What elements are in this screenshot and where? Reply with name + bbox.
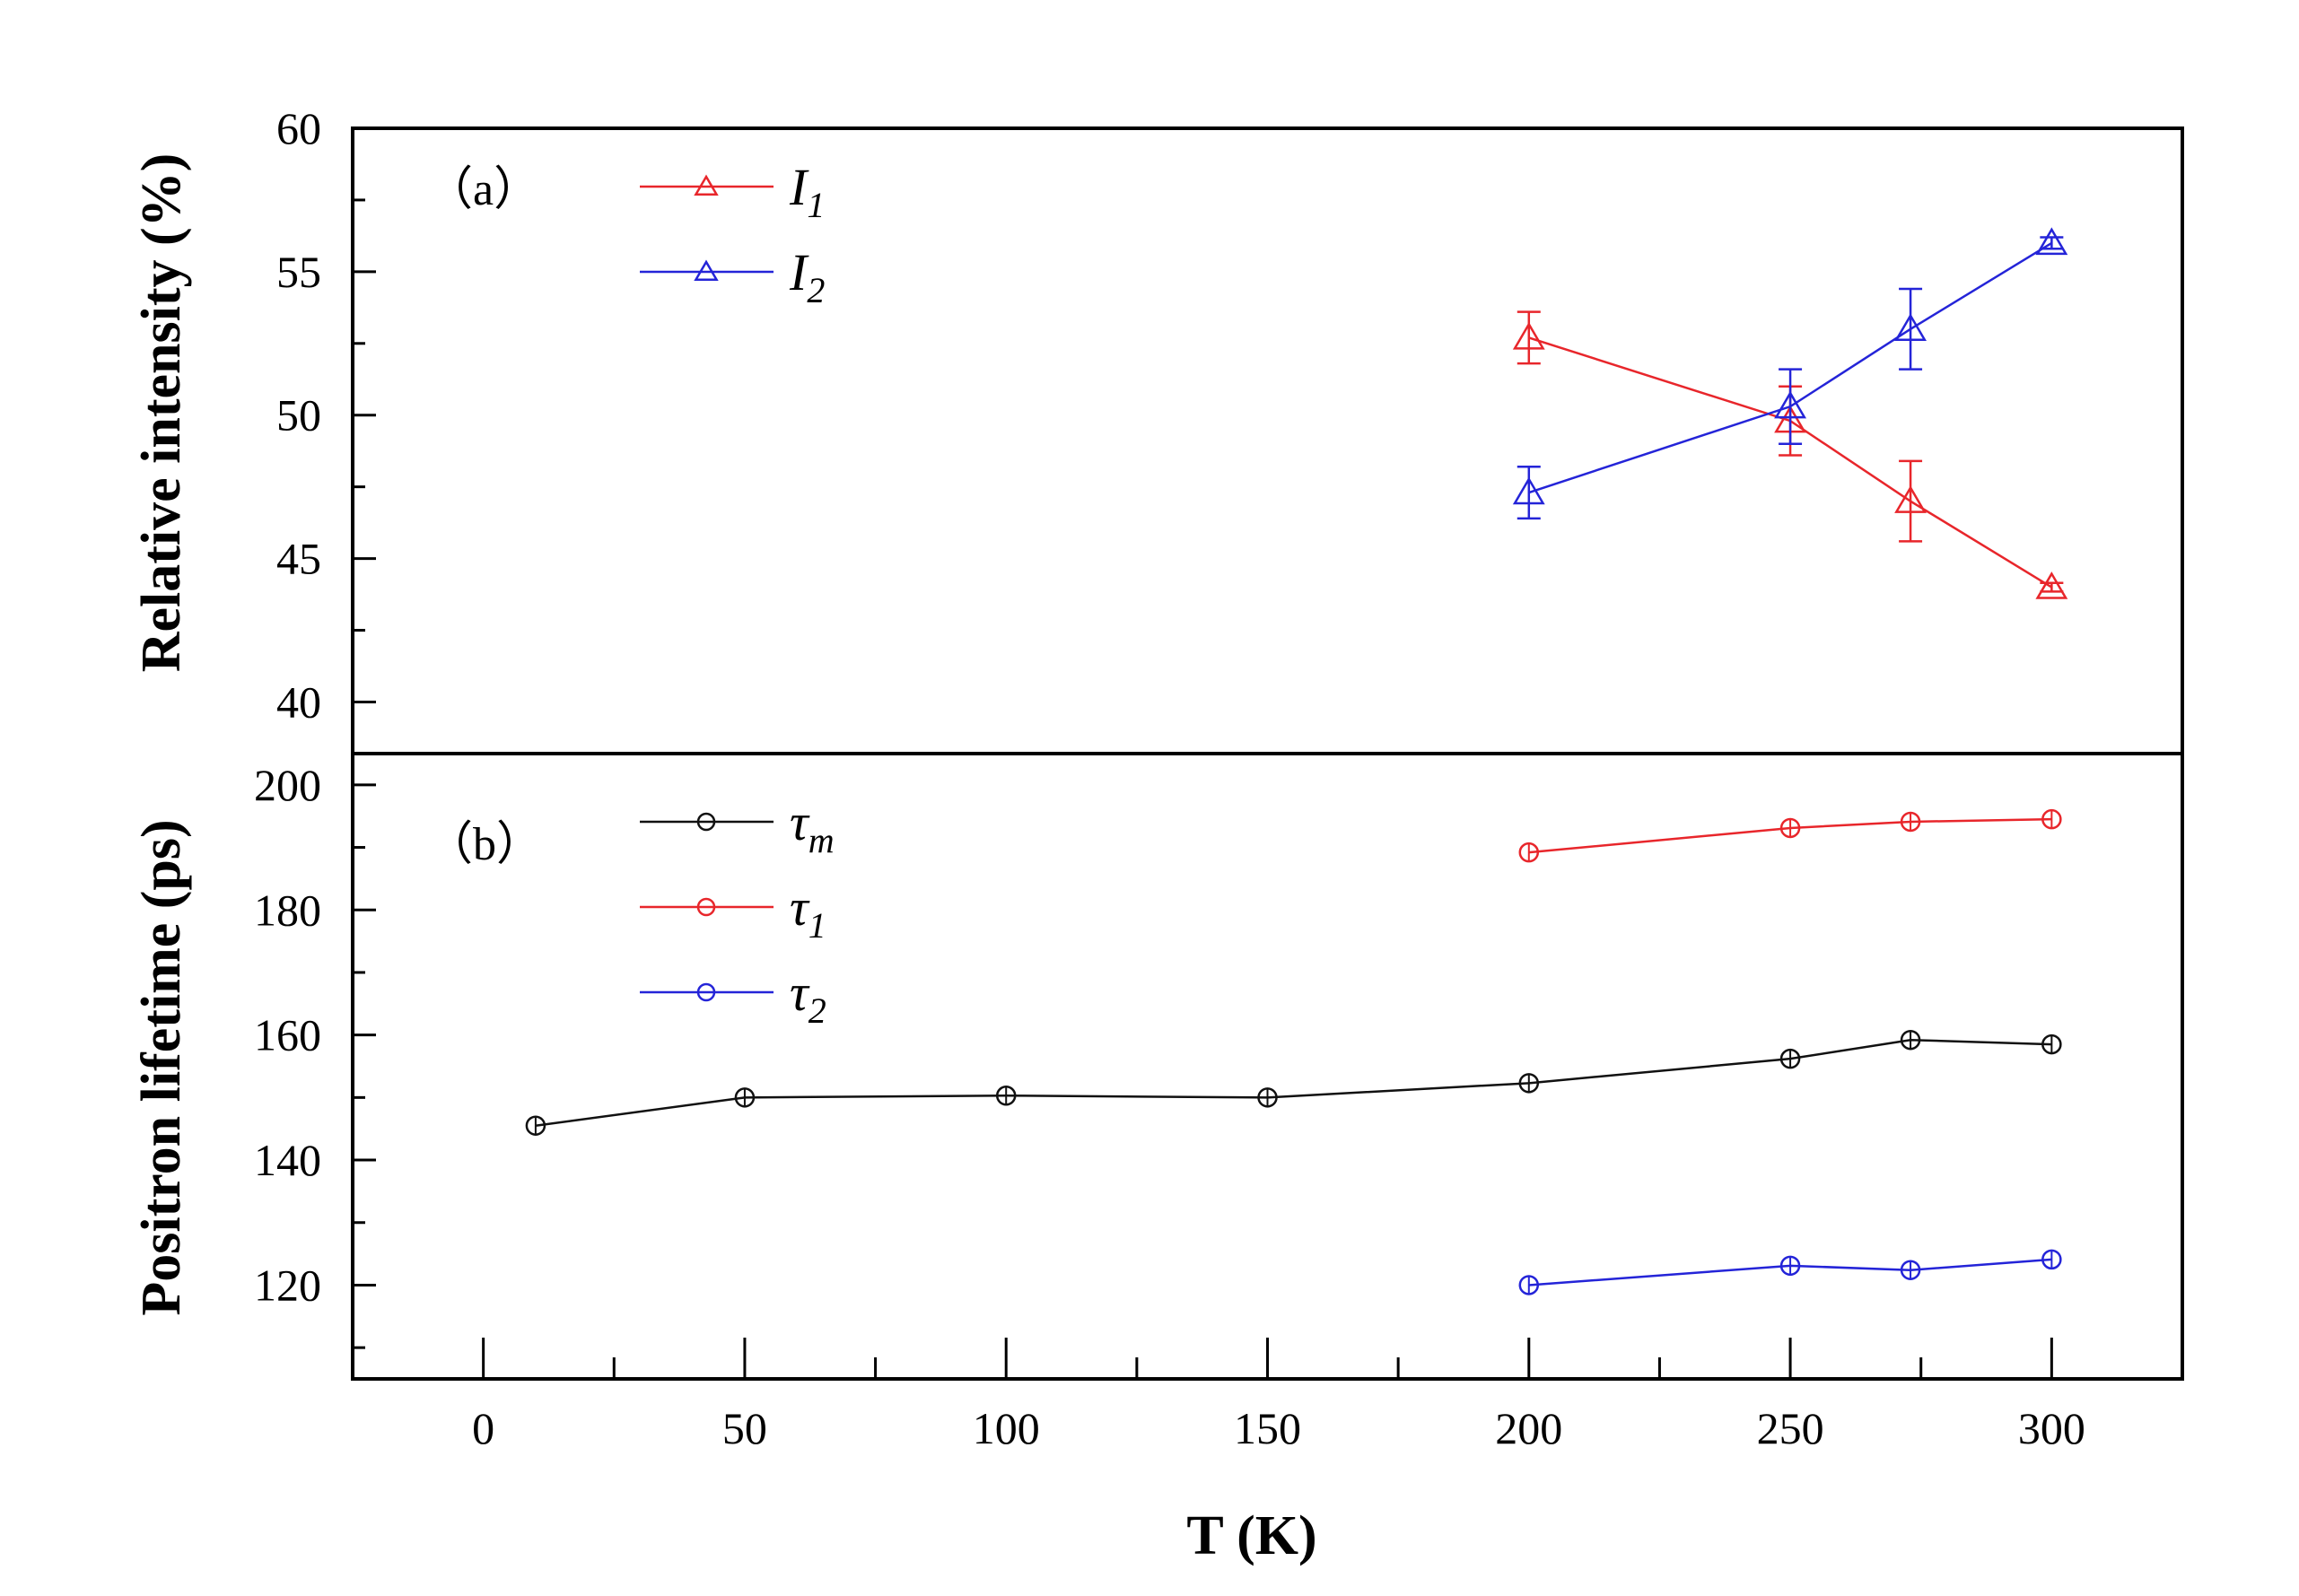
x-ticks xyxy=(482,1338,2053,1379)
panel-a-label: （a） xyxy=(426,164,540,215)
x-tick-label: 250 xyxy=(1757,1403,1824,1453)
panel-a-y-tick-label: 50 xyxy=(276,390,321,440)
error-bar xyxy=(1517,466,1541,520)
data-point xyxy=(1900,1260,1921,1280)
series-line xyxy=(1528,1258,2052,1286)
panel-b-y-axis-title: Positron lifetime (ps) xyxy=(131,819,192,1315)
series-taum xyxy=(525,1029,2062,1136)
error-bar xyxy=(1517,310,1541,365)
data-point xyxy=(2035,227,2068,256)
x-tick-label: 150 xyxy=(1234,1403,1301,1453)
panel-a-y-ticks xyxy=(353,126,376,703)
data-point xyxy=(1894,313,1927,342)
data-point xyxy=(1900,1029,1921,1051)
legend-label: τ1 xyxy=(790,878,826,946)
series-line xyxy=(1528,336,2053,589)
data-point xyxy=(1900,811,1921,833)
panel-a-y-tick-labels: 40 45 50 55 60 xyxy=(276,103,321,727)
legend-label: τ2 xyxy=(790,964,826,1031)
panel-a-y-axis-title: Relative intensity (%) xyxy=(131,153,192,673)
data-point xyxy=(1257,1087,1278,1108)
panel-b-label: （b） xyxy=(426,819,543,870)
error-bar xyxy=(1899,459,1923,543)
error-bar xyxy=(2040,581,2064,593)
x-tick-label: 200 xyxy=(1495,1403,1562,1453)
legend-marker xyxy=(694,259,719,282)
panel-a-y-tick-label: 40 xyxy=(276,676,321,727)
data-point xyxy=(995,1086,1017,1106)
panel-a-series xyxy=(1512,227,2068,599)
panel-b-y-tick-labels: 120 140 160 180 200 xyxy=(254,760,321,1311)
data-point xyxy=(1512,476,1545,505)
error-bar xyxy=(2040,236,2064,250)
panel-a-y-tick-label: 45 xyxy=(276,534,321,584)
data-point xyxy=(525,1115,546,1136)
series-line xyxy=(1528,817,2052,854)
panel-b-y-tick-label: 120 xyxy=(254,1260,321,1310)
legend-entry-I2: I2 xyxy=(640,243,825,310)
series-line xyxy=(1528,241,2053,494)
panel-b: 120 140 160 180 200 0 50 100 150 200 250 300 （b） τ… xyxy=(131,752,2184,1566)
data-point xyxy=(1779,1048,1801,1069)
data-point xyxy=(2035,571,2068,599)
x-tick-label: 50 xyxy=(722,1403,767,1453)
series-I2 xyxy=(1512,227,2068,520)
legend-marker xyxy=(694,174,719,196)
panel-b-legend: τm τ1 τ2 xyxy=(640,793,835,1031)
panel-a-y-tick-label: 55 xyxy=(276,247,321,297)
data-point xyxy=(2041,1033,2062,1055)
data-point xyxy=(1779,1255,1801,1277)
panel-b-series xyxy=(525,808,2062,1295)
legend-marker xyxy=(696,982,716,1002)
data-point xyxy=(1518,1275,1540,1295)
data-point xyxy=(1512,321,1545,350)
x-tick-label: 0 xyxy=(472,1403,494,1453)
series-tau1 xyxy=(1518,808,2062,863)
panel-b-y-ticks xyxy=(353,783,376,1349)
error-bar xyxy=(1779,368,1803,445)
legend-label: I1 xyxy=(789,158,825,225)
data-point xyxy=(1518,842,1540,863)
legend-marker xyxy=(696,812,716,832)
panel-a-y-tick-label: 60 xyxy=(276,103,321,153)
data-point xyxy=(2041,1249,2062,1270)
x-tick-label: 100 xyxy=(973,1403,1040,1453)
legend-entry-I1: I1 xyxy=(640,158,825,225)
data-point xyxy=(1779,817,1801,839)
panel-b-y-tick-label: 160 xyxy=(254,1010,321,1060)
legend-marker xyxy=(696,897,716,917)
data-point xyxy=(1894,485,1927,513)
error-bar xyxy=(1899,287,1923,371)
data-point xyxy=(1774,390,1806,419)
data-point xyxy=(734,1087,756,1108)
series-tau2 xyxy=(1518,1249,2062,1295)
legend-entry-tau1: τ1 xyxy=(640,878,826,946)
legend-label: τm xyxy=(790,793,835,860)
x-tick-label: 300 xyxy=(2018,1403,2085,1453)
series-line xyxy=(535,1038,2052,1127)
x-axis-title: T (K) xyxy=(1186,1505,1316,1566)
data-point xyxy=(1518,1073,1540,1094)
x-tick-labels: 0 50 100 150 200 250 300 xyxy=(472,1403,2085,1453)
legend-entry-tau2: τ2 xyxy=(640,964,826,1031)
panel-b-y-tick-label: 180 xyxy=(254,885,321,935)
legend-entry-taum: τm xyxy=(640,793,835,860)
panel-b-y-tick-label: 140 xyxy=(254,1135,321,1185)
legend-label: I2 xyxy=(789,243,825,310)
panel-b-y-tick-label: 200 xyxy=(254,760,321,810)
data-point xyxy=(2041,808,2062,830)
